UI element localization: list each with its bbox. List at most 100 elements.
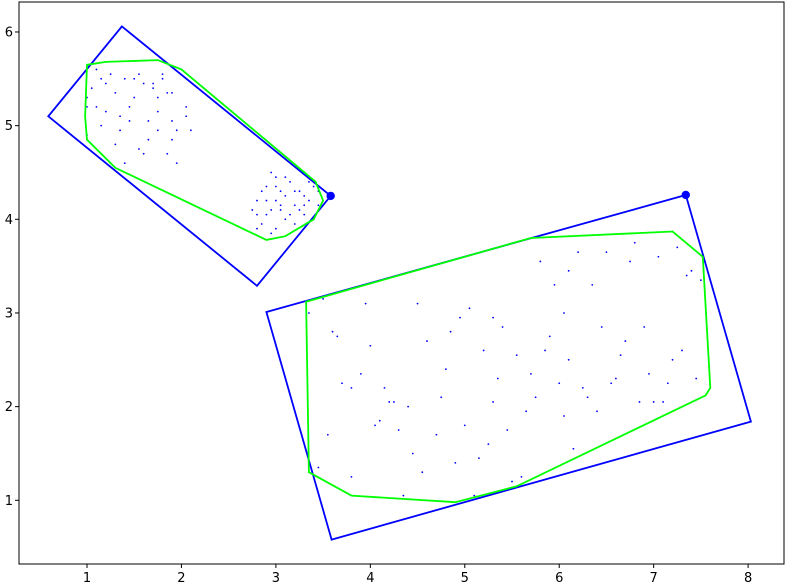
data-point — [317, 466, 320, 469]
data-point — [119, 115, 121, 118]
data-point — [426, 340, 428, 342]
data-point — [128, 120, 131, 122]
data-point — [520, 475, 523, 478]
data-point — [652, 401, 655, 403]
data-point — [303, 213, 306, 216]
data-point — [185, 106, 188, 108]
data-point — [133, 96, 136, 99]
data-point — [298, 190, 301, 193]
data-point — [279, 190, 282, 193]
data-point — [161, 73, 164, 76]
data-point — [350, 387, 353, 389]
data-point — [308, 312, 310, 314]
data-point — [610, 382, 613, 385]
data-point — [293, 190, 296, 193]
data-point — [152, 82, 155, 85]
data-point — [444, 368, 447, 371]
data-point — [383, 387, 386, 389]
data-point — [123, 162, 126, 165]
data-point — [416, 302, 419, 305]
data-point — [544, 349, 546, 352]
data-point — [284, 218, 287, 221]
x-tick-label: 2 — [177, 571, 185, 585]
corner-marker-1 — [326, 191, 335, 201]
y-tick-label: 6 — [5, 25, 13, 40]
data-point — [699, 279, 702, 282]
data-point — [624, 340, 627, 342]
data-point — [567, 358, 570, 361]
data-point — [175, 162, 178, 165]
data-point — [298, 209, 301, 211]
data-point — [312, 185, 315, 188]
data-point — [473, 494, 476, 497]
data-point — [114, 143, 117, 146]
data-point — [633, 241, 636, 244]
data-point — [515, 354, 518, 357]
data-point — [133, 77, 136, 80]
data-point — [478, 457, 480, 460]
data-point — [100, 124, 103, 127]
data-point — [104, 110, 107, 113]
data-point — [171, 91, 173, 94]
data-point — [468, 307, 471, 310]
data-point — [86, 106, 88, 108]
data-point — [619, 354, 622, 357]
data-point — [563, 415, 565, 417]
data-point — [138, 73, 140, 76]
data-point — [123, 77, 126, 80]
data-point — [161, 77, 164, 80]
data-point — [369, 344, 372, 347]
data-point — [596, 410, 598, 413]
data-point — [638, 401, 641, 403]
y-tick-label: 3 — [5, 306, 13, 321]
data-point — [265, 185, 268, 188]
data-point — [393, 401, 395, 403]
data-point — [487, 443, 490, 446]
data-point — [435, 433, 438, 436]
data-point — [577, 251, 580, 253]
data-point — [270, 171, 273, 174]
data-point — [256, 199, 258, 202]
data-point — [506, 429, 509, 431]
data-point — [274, 199, 277, 202]
data-point — [109, 73, 112, 76]
data-point — [147, 120, 150, 122]
data-point — [171, 120, 173, 122]
data-point — [166, 152, 169, 155]
data-point — [449, 330, 452, 333]
data-point — [440, 396, 443, 399]
data-point — [586, 396, 589, 399]
data-point — [402, 494, 405, 497]
data-point — [421, 471, 424, 474]
data-point — [274, 185, 277, 188]
data-point — [156, 96, 159, 99]
data-point — [690, 269, 693, 272]
data-point — [100, 77, 103, 80]
data-point — [90, 87, 93, 90]
data-point — [185, 115, 188, 118]
data-point — [359, 372, 362, 375]
axis-ticks: 1 2 3 4 5 6 7 8 1 2 3 4 5 6 — [5, 25, 753, 585]
x-tick-label: 1 — [83, 571, 91, 585]
x-tick-label: 6 — [555, 571, 563, 585]
data-point — [407, 405, 410, 408]
data-point — [251, 209, 254, 211]
data-point — [511, 480, 513, 483]
data-point — [643, 326, 646, 328]
data-point — [284, 176, 287, 179]
data-point — [308, 180, 310, 183]
data-point — [142, 82, 145, 85]
x-tick-label: 5 — [461, 571, 469, 585]
data-point — [501, 326, 504, 328]
data-point — [482, 349, 485, 352]
data-point — [156, 110, 159, 113]
data-point — [563, 312, 565, 314]
data-point — [274, 227, 277, 230]
data-point — [289, 180, 291, 183]
data-point — [147, 138, 150, 141]
data-point — [189, 129, 192, 132]
data-point — [378, 419, 381, 422]
data-point — [671, 358, 674, 361]
data-point — [567, 269, 570, 272]
data-point — [279, 209, 282, 211]
